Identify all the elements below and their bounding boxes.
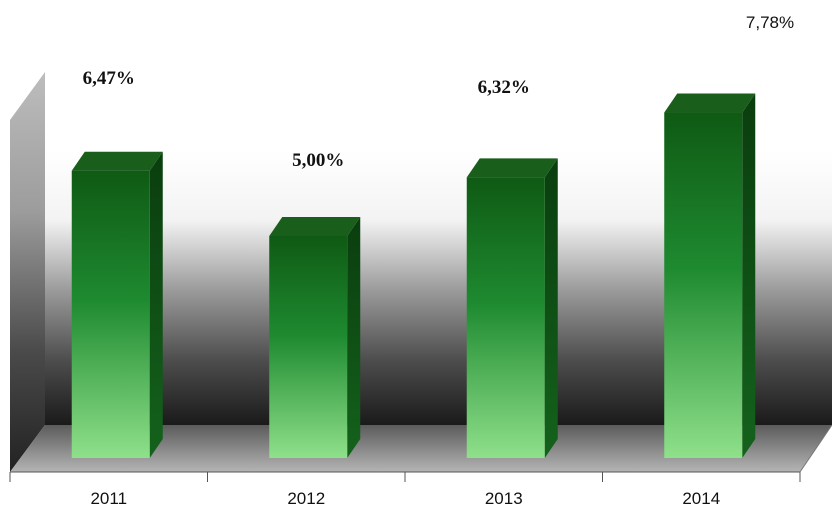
- bar-top-face: [664, 93, 756, 113]
- x-tick-label-2012: 2012: [287, 489, 325, 507]
- data-labels: 6,47% 5,00% 6,32% 7,78%: [83, 13, 794, 171]
- bar-top-face: [71, 151, 163, 171]
- bar-2014: [664, 93, 756, 458]
- data-label-2014: 7,78%: [746, 13, 794, 32]
- x-tick-label-2013: 2013: [485, 489, 523, 507]
- x-tick-labels: 2011 2012 2013 2014: [9, 472, 801, 507]
- back-wall: [45, 72, 832, 425]
- bar-2011: [71, 151, 163, 459]
- bar-series: [71, 93, 756, 459]
- x-tick-label-2014: 2014: [682, 489, 720, 507]
- bar-front-face: [466, 177, 545, 458]
- bar-front-face: [71, 170, 150, 459]
- x-tick-label-2011: 2011: [90, 489, 127, 507]
- side-wall: [10, 72, 45, 472]
- bar-side-face: [544, 158, 558, 458]
- bar-front-face: [664, 112, 743, 458]
- bar-front-face: [269, 235, 348, 458]
- plot-walls: [10, 72, 832, 473]
- bar-side-face: [149, 151, 163, 459]
- bar-2013: [466, 158, 558, 458]
- data-label-2013: 6,32%: [478, 77, 530, 98]
- floor-edge-line: [799, 424, 832, 473]
- data-label-2011: 6,47%: [83, 68, 135, 89]
- bar-top-face: [466, 158, 558, 178]
- floor: [10, 425, 832, 472]
- bar-side-face: [347, 216, 361, 458]
- bar-top-face: [269, 216, 361, 236]
- bar-2012: [269, 216, 361, 458]
- bar-side-face: [742, 93, 756, 458]
- data-label-2012: 5,00%: [292, 150, 344, 171]
